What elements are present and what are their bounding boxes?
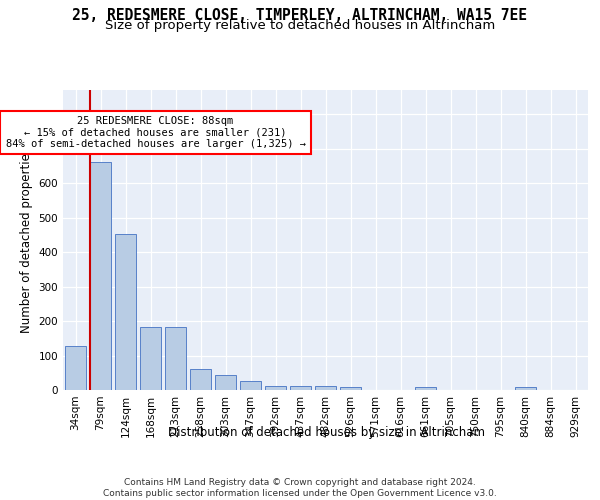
Bar (290, 386, 311, 390)
Bar (415, 387, 436, 390)
Y-axis label: Number of detached properties: Number of detached properties (20, 147, 33, 333)
Bar (340, 386, 361, 390)
Bar (265, 386, 286, 390)
Bar (315, 386, 336, 390)
Bar (140, 327, 161, 390)
Text: 25 REDESMERE CLOSE: 88sqm
← 15% of detached houses are smaller (231)
84% of semi: 25 REDESMERE CLOSE: 88sqm ← 15% of detac… (5, 116, 305, 149)
Bar (90, 162, 111, 390)
Bar (115, 234, 136, 390)
Bar (515, 387, 536, 390)
Text: 25, REDESMERE CLOSE, TIMPERLEY, ALTRINCHAM, WA15 7EE: 25, REDESMERE CLOSE, TIMPERLEY, ALTRINCH… (73, 8, 527, 22)
Text: Distribution of detached houses by size in Altrincham: Distribution of detached houses by size … (169, 426, 485, 439)
Text: Size of property relative to detached houses in Altrincham: Size of property relative to detached ho… (105, 19, 495, 32)
Text: Contains HM Land Registry data © Crown copyright and database right 2024.
Contai: Contains HM Land Registry data © Crown c… (103, 478, 497, 498)
Bar (215, 375, 236, 390)
Bar (165, 327, 186, 390)
Bar (65, 346, 86, 390)
Bar (190, 370, 211, 390)
Bar (240, 382, 261, 390)
